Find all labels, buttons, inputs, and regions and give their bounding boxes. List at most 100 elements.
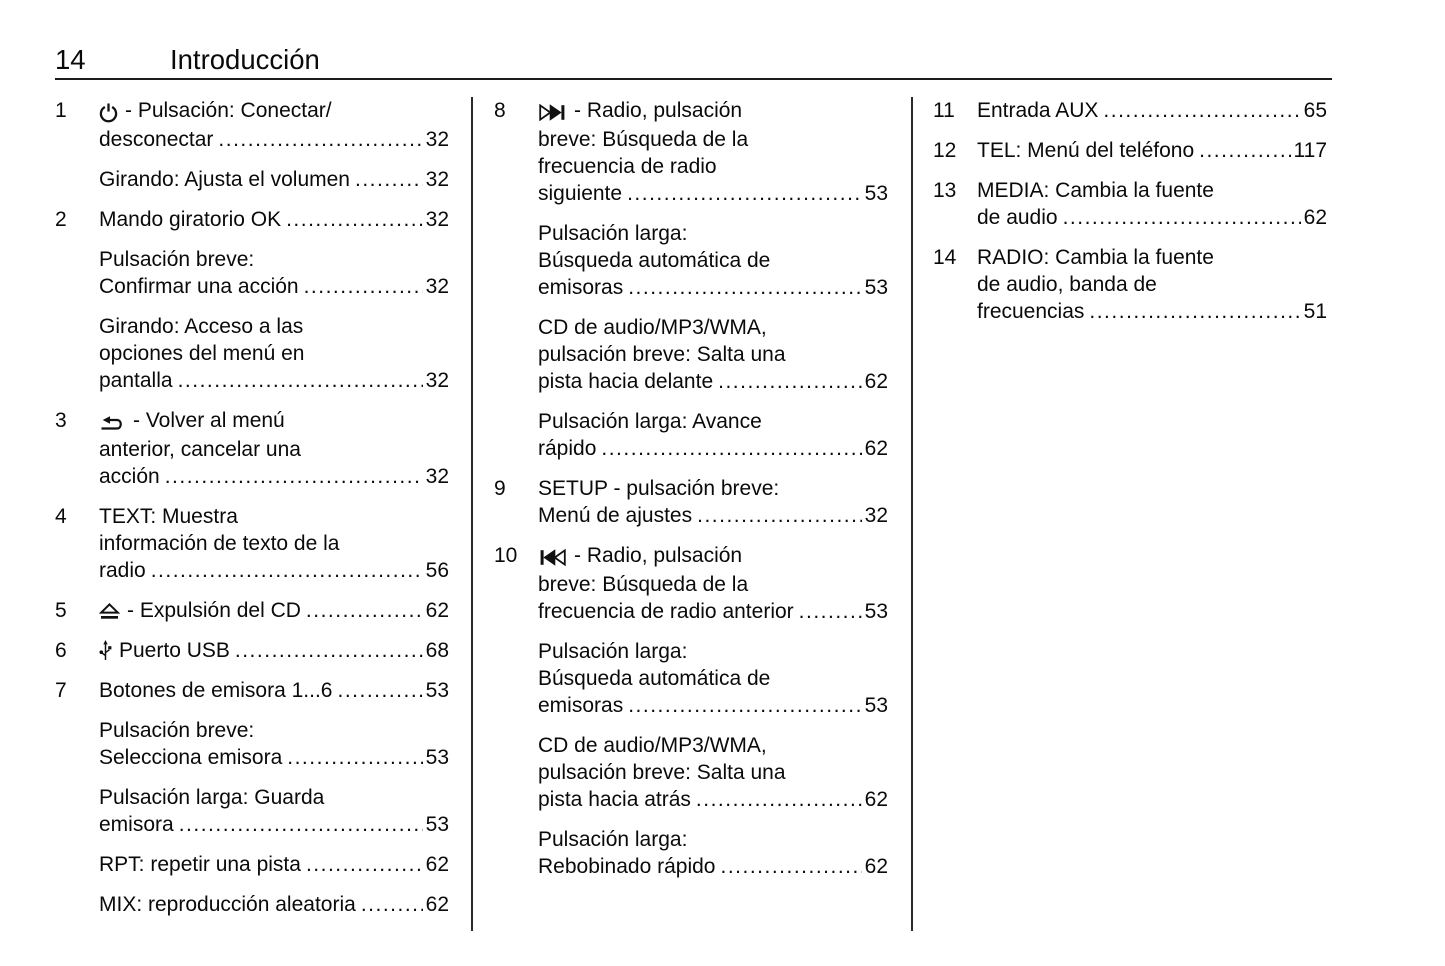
dot-leader: ........................................…: [177, 369, 423, 392]
entry-text-line: Pulsación larga:: [538, 220, 888, 247]
index-entry: Pulsación larga: Búsqueda automática de em…: [494, 638, 888, 719]
entry-text-line: RADIO: Cambia la fuente: [977, 244, 1327, 271]
entry-number: [55, 717, 99, 771]
entry-text: rápido: [538, 437, 597, 460]
entry-text: frecuencia de radio: [538, 155, 717, 178]
entry-text-line: RPT: repetir una pista..................…: [99, 851, 449, 878]
entry-number: 12: [933, 139, 957, 162]
index-entry: Pulsación larga: Búsqueda automática de em…: [494, 220, 888, 301]
dot-leader: ........................................…: [628, 276, 861, 299]
dot-leader: ........................................…: [720, 855, 861, 878]
entry-number: [55, 891, 99, 918]
entry-text: MIX: reproducción aleatoria: [99, 893, 356, 916]
entry-text-line: de audio, banda de: [977, 271, 1327, 298]
entry-text: pista hacia atrás: [538, 788, 691, 811]
entry-text: Búsqueda automática de: [538, 667, 771, 690]
entry-text-line: TEL: Menú del teléfono..................…: [977, 137, 1327, 164]
dot-leader: ........................................…: [286, 208, 423, 231]
entry-text: breve: Búsqueda de la: [538, 128, 749, 151]
entry-number: [55, 851, 99, 878]
dot-leader: ........................................…: [178, 813, 423, 836]
entry-body: - Radio, pulsación breve: Búsqueda de la f…: [538, 97, 888, 207]
entry-text: CD de audio/MP3/WMA,: [538, 316, 767, 339]
entry-body: Mando giratorio OK......................…: [99, 206, 449, 233]
page-ref: 62: [425, 893, 449, 916]
entry-text-line: rápido..................................…: [538, 435, 888, 462]
entry-text-line: pista hacia atrás.......................…: [538, 786, 888, 813]
entry-text-line: Pulsación breve:: [99, 717, 449, 744]
entry-text-line: Puerto USB..............................…: [99, 637, 449, 664]
entry-body: CD de audio/MP3/WMA, pulsación breve: Sal…: [538, 732, 888, 813]
entry-text-line: CD de audio/MP3/WMA,: [538, 732, 888, 759]
entry-text-line: - Expulsión del CD......................…: [99, 597, 449, 624]
index-entry: Pulsación larga: Rebobinado rápido.......…: [494, 826, 888, 880]
entry-text: Menú de ajustes: [538, 504, 693, 527]
index-entry: 11 Entrada AUX...........................…: [933, 97, 1327, 124]
entry-text: pulsación breve: Salta una: [538, 343, 786, 366]
entry-text: SETUP - pulsación breve:: [538, 477, 780, 500]
index-entry: MIX: reproducción aleatoria.............…: [55, 891, 449, 918]
entry-text: anterior, cancelar una: [99, 438, 301, 461]
entry-text: Pulsación larga:: [538, 828, 688, 851]
entry-text-line: Confirmar una acción....................…: [99, 273, 449, 300]
index-entry: Pulsación breve: Confirmar una acción....…: [55, 246, 449, 300]
entry-number: 6: [55, 639, 67, 662]
entry-text: Pulsación breve:: [99, 248, 255, 271]
entry-text-line: siguiente...............................…: [538, 180, 888, 207]
dot-leader: ........................................…: [234, 639, 423, 662]
index-entry: CD de audio/MP3/WMA, pulsación breve: Sal…: [494, 732, 888, 813]
entry-text: Pulsación larga: Avance: [538, 410, 762, 433]
entry-text: emisoras: [538, 276, 624, 299]
dot-leader: ........................................…: [695, 788, 862, 811]
entry-text: opciones del menú en: [99, 342, 305, 365]
page-ref: 53: [864, 182, 888, 205]
entry-text-line: desconectar.............................…: [99, 126, 449, 153]
entry-body: TEL: Menú del teléfono..................…: [977, 137, 1327, 164]
entry-text-line: emisoras................................…: [538, 692, 888, 719]
entry-text-line: Pulsación larga: Guarda: [99, 784, 449, 811]
page-ref: 32: [864, 504, 888, 527]
entry-body: TEXT: Muestra información de texto de la r…: [99, 503, 449, 584]
entry-number: 5: [55, 599, 67, 622]
entry-text-line: opciones del menú en: [99, 340, 449, 367]
dot-leader: ........................................…: [798, 600, 862, 623]
entry-text: Girando: Acceso a las: [99, 315, 304, 338]
dot-leader: ........................................…: [601, 437, 861, 460]
dot-leader: ........................................…: [354, 168, 423, 191]
entry-text-line: - Pulsación: Conectar/: [99, 97, 449, 126]
entry-text: - Radio, pulsación: [574, 99, 743, 122]
dot-leader: ........................................…: [218, 128, 423, 151]
dot-leader: ........................................…: [697, 504, 862, 527]
page-ref: 65: [1303, 99, 1327, 122]
entry-text-line: radio...................................…: [99, 557, 449, 584]
entry-number: 2: [55, 208, 67, 231]
eject-icon: [99, 597, 120, 624]
entry-body: Pulsación breve: Confirmar una acción....…: [99, 246, 449, 300]
entry-text: Girando: Ajusta el volumen: [99, 168, 350, 191]
entry-text-line: de audio................................…: [977, 204, 1327, 231]
entry-text-line: breve: Búsqueda de la: [538, 571, 888, 598]
entry-number: [55, 784, 99, 838]
index-entry: 5 - Expulsión del CD.....................…: [55, 597, 449, 624]
dot-leader: ........................................…: [1199, 139, 1290, 162]
entry-number: [55, 246, 99, 300]
entry-body: - Radio, pulsación breve: Búsqueda de la f…: [538, 542, 888, 625]
entry-text: información de texto de la: [99, 532, 340, 555]
entry-text: Entrada AUX: [977, 99, 1099, 122]
index-entry: Pulsación larga: Avance rápido...........…: [494, 408, 888, 462]
entry-text-line: pulsación breve: Salta una: [538, 341, 888, 368]
entry-body: CD de audio/MP3/WMA, pulsación breve: Sal…: [538, 314, 888, 395]
entry-text: - Pulsación: Conectar/: [125, 99, 332, 122]
entry-text-line: MEDIA: Cambia la fuente: [977, 177, 1327, 204]
column-2: 8 - Radio, pulsación breve: Búsqueda de la…: [494, 97, 888, 931]
entry-body: Pulsación larga: Rebobinado rápido.......…: [538, 826, 888, 880]
entry-number: 1: [55, 99, 67, 122]
dot-leader: ........................................…: [1103, 99, 1300, 122]
index-entry: 9 SETUP - pulsación breve: Menú de ajustes…: [494, 475, 888, 529]
entry-number: 4: [55, 505, 67, 528]
entry-text-line: emisoras................................…: [538, 274, 888, 301]
entry-text-line: breve: Búsqueda de la: [538, 126, 888, 153]
index-entry: 14 RADIO: Cambia la fuente de audio, banda…: [933, 244, 1327, 325]
dot-leader: ........................................…: [1062, 206, 1301, 229]
entry-body: SETUP - pulsación breve: Menú de ajustes.…: [538, 475, 888, 529]
